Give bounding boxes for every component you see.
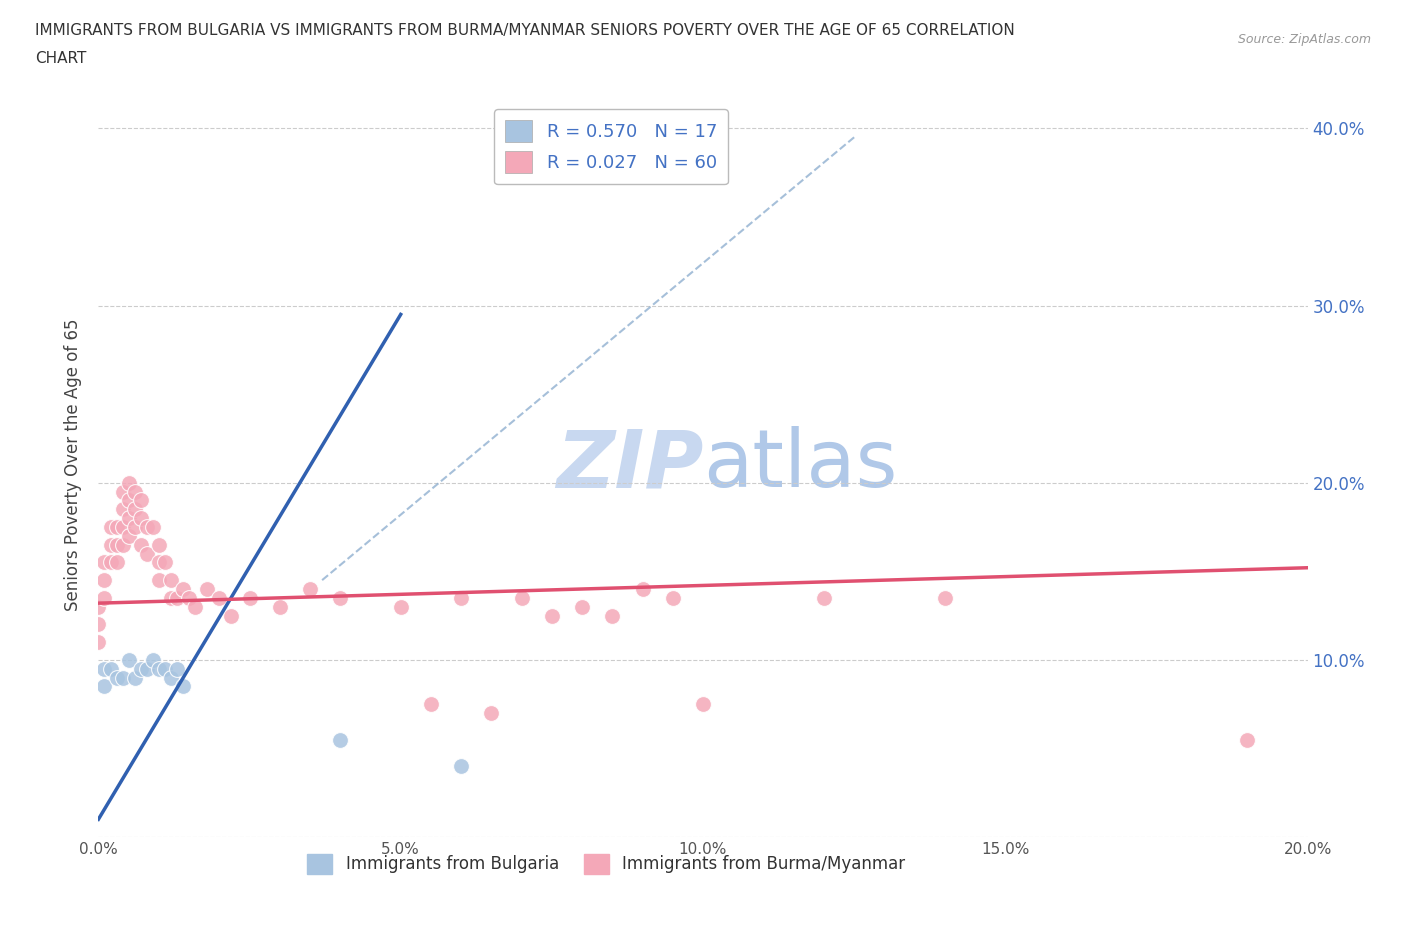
Point <box>93 573 115 588</box>
Point <box>329 591 352 605</box>
Point <box>135 546 157 561</box>
Point <box>118 653 141 668</box>
Point <box>93 679 115 694</box>
Text: IMMIGRANTS FROM BULGARIA VS IMMIGRANTS FROM BURMA/MYANMAR SENIORS POVERTY OVER T: IMMIGRANTS FROM BULGARIA VS IMMIGRANTS F… <box>35 23 1015 38</box>
Point <box>100 555 122 570</box>
Point <box>172 679 194 694</box>
Point <box>105 671 128 685</box>
Point <box>166 661 188 676</box>
Point <box>87 634 110 649</box>
Point <box>481 706 503 721</box>
Point <box>129 538 152 552</box>
Point <box>299 581 322 596</box>
Point <box>129 493 152 508</box>
Point <box>93 591 115 605</box>
Point <box>184 599 207 614</box>
Point <box>540 608 562 623</box>
Point <box>148 555 170 570</box>
Point <box>105 555 128 570</box>
Text: CHART: CHART <box>35 51 87 66</box>
Point <box>135 661 157 676</box>
Point <box>124 502 146 517</box>
Point <box>111 520 134 535</box>
Point <box>450 759 472 774</box>
Text: ZIP: ZIP <box>555 426 703 504</box>
Text: Source: ZipAtlas.com: Source: ZipAtlas.com <box>1237 33 1371 46</box>
Point <box>172 581 194 596</box>
Point <box>118 475 141 490</box>
Point <box>100 538 122 552</box>
Point <box>571 599 593 614</box>
Point <box>111 485 134 499</box>
Point <box>269 599 291 614</box>
Point <box>135 520 157 535</box>
Point <box>692 697 714 711</box>
Y-axis label: Seniors Poverty Over the Age of 65: Seniors Poverty Over the Age of 65 <box>65 319 83 611</box>
Point <box>129 661 152 676</box>
Point <box>661 591 683 605</box>
Point <box>602 608 624 623</box>
Point <box>389 599 412 614</box>
Point <box>179 591 201 605</box>
Point <box>118 511 141 525</box>
Point <box>129 511 152 525</box>
Point <box>111 538 134 552</box>
Point <box>124 520 146 535</box>
Point <box>160 591 183 605</box>
Point <box>166 591 188 605</box>
Point <box>87 599 110 614</box>
Point <box>208 591 231 605</box>
Point <box>813 591 835 605</box>
Point <box>142 653 165 668</box>
Point <box>111 671 134 685</box>
Legend: Immigrants from Bulgaria, Immigrants from Burma/Myanmar: Immigrants from Bulgaria, Immigrants fro… <box>301 847 912 881</box>
Point <box>420 697 443 711</box>
Point <box>105 520 128 535</box>
Point <box>631 581 654 596</box>
Point <box>153 555 176 570</box>
Point <box>160 671 183 685</box>
Point <box>142 520 165 535</box>
Point <box>93 661 115 676</box>
Point <box>450 591 472 605</box>
Point <box>105 538 128 552</box>
Point <box>118 493 141 508</box>
Point <box>160 573 183 588</box>
Point <box>239 591 262 605</box>
Point <box>148 661 170 676</box>
Point <box>148 573 170 588</box>
Point <box>100 520 122 535</box>
Point <box>87 617 110 631</box>
Text: atlas: atlas <box>703 426 897 504</box>
Point <box>329 732 352 747</box>
Point <box>934 591 956 605</box>
Point <box>221 608 243 623</box>
Point <box>1236 732 1258 747</box>
Point <box>100 661 122 676</box>
Point <box>510 591 533 605</box>
Point <box>124 671 146 685</box>
Point <box>93 555 115 570</box>
Point <box>111 502 134 517</box>
Point <box>153 661 176 676</box>
Point <box>118 528 141 543</box>
Point <box>124 485 146 499</box>
Point <box>195 581 218 596</box>
Point <box>148 538 170 552</box>
